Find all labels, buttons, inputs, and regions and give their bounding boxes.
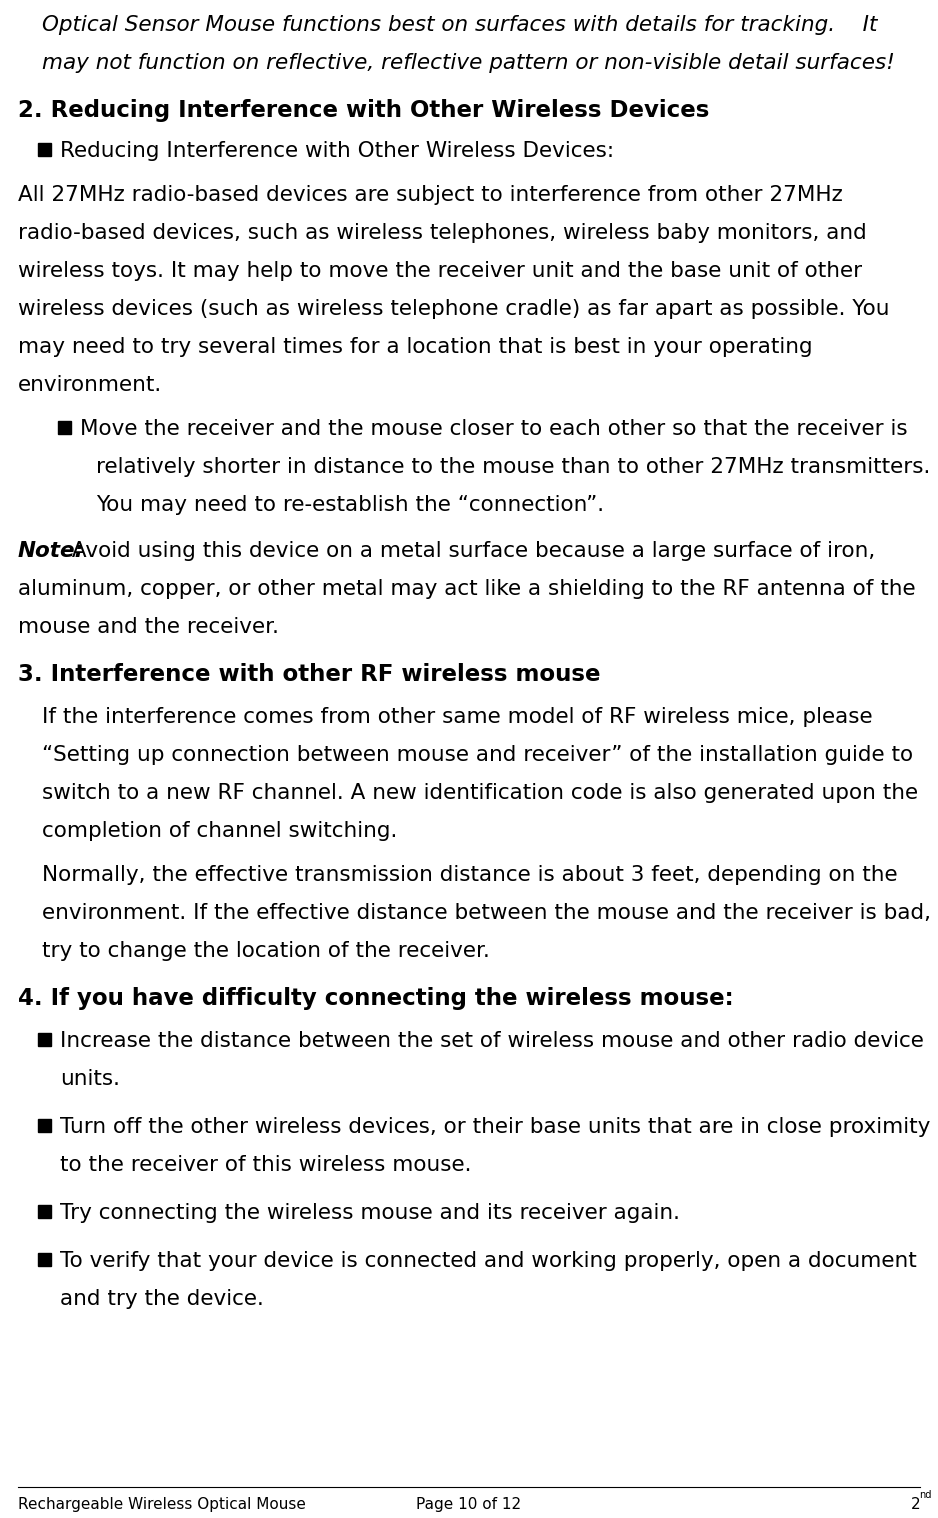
Text: completion of channel switching.: completion of channel switching. xyxy=(42,821,398,841)
Text: If the interference comes from other same model of RF wireless mice, please: If the interference comes from other sam… xyxy=(42,707,872,727)
Text: nd: nd xyxy=(919,1491,931,1500)
Text: switch to a new RF channel. A new identification code is also generated upon the: switch to a new RF channel. A new identi… xyxy=(42,783,918,803)
Text: 2: 2 xyxy=(911,1497,920,1512)
Text: You may need to re-establish the “connection”.: You may need to re-establish the “connec… xyxy=(96,495,604,515)
Text: Reducing Interference with Other Wireless Devices:: Reducing Interference with Other Wireles… xyxy=(60,141,614,161)
Text: environment.: environment. xyxy=(18,375,162,395)
Text: wireless toys. It may help to move the receiver unit and the base unit of other: wireless toys. It may help to move the r… xyxy=(18,261,862,281)
Bar xyxy=(38,1034,51,1046)
Text: mouse and the receiver.: mouse and the receiver. xyxy=(18,616,279,638)
Text: Optical Sensor Mouse functions best on surfaces with details for tracking.    It: Optical Sensor Mouse functions best on s… xyxy=(42,15,877,35)
Text: try to change the location of the receiver.: try to change the location of the receiv… xyxy=(42,941,490,961)
Text: to the receiver of this wireless mouse.: to the receiver of this wireless mouse. xyxy=(60,1155,472,1175)
Text: To verify that your device is connected and working properly, open a document: To verify that your device is connected … xyxy=(60,1251,916,1271)
Text: “Setting up connection between mouse and receiver” of the installation guide to: “Setting up connection between mouse and… xyxy=(42,745,913,765)
Text: Move the receiver and the mouse closer to each other so that the receiver is: Move the receiver and the mouse closer t… xyxy=(80,419,908,439)
Text: and try the device.: and try the device. xyxy=(60,1289,264,1309)
Text: may need to try several times for a location that is best in your operating: may need to try several times for a loca… xyxy=(18,337,812,357)
Bar xyxy=(38,1119,51,1132)
Text: radio-based devices, such as wireless telephones, wireless baby monitors, and: radio-based devices, such as wireless te… xyxy=(18,223,867,243)
Text: Avoid using this device on a metal surface because a large surface of iron,: Avoid using this device on a metal surfa… xyxy=(65,540,875,562)
Text: wireless devices (such as wireless telephone cradle) as far apart as possible. Y: wireless devices (such as wireless telep… xyxy=(18,299,889,319)
Text: Increase the distance between the set of wireless mouse and other radio device: Increase the distance between the set of… xyxy=(60,1031,924,1050)
Text: All 27MHz radio-based devices are subject to interference from other 27MHz: All 27MHz radio-based devices are subjec… xyxy=(18,185,842,205)
Bar xyxy=(38,143,51,156)
Text: Rechargeable Wireless Optical Mouse: Rechargeable Wireless Optical Mouse xyxy=(18,1497,306,1512)
Text: environment. If the effective distance between the mouse and the receiver is bad: environment. If the effective distance b… xyxy=(42,903,931,923)
Text: relatively shorter in distance to the mouse than to other 27MHz transmitters.: relatively shorter in distance to the mo… xyxy=(96,457,930,477)
Text: Normally, the effective transmission distance is about 3 feet, depending on the: Normally, the effective transmission dis… xyxy=(42,865,898,885)
Bar xyxy=(38,1205,51,1217)
Text: Try connecting the wireless mouse and its receiver again.: Try connecting the wireless mouse and it… xyxy=(60,1202,680,1224)
Bar xyxy=(38,1252,51,1266)
Text: may not function on reflective, reflective pattern or non-visible detail surface: may not function on reflective, reflecti… xyxy=(42,53,895,73)
Bar xyxy=(58,420,71,434)
Text: units.: units. xyxy=(60,1069,120,1088)
Text: Turn off the other wireless devices, or their base units that are in close proxi: Turn off the other wireless devices, or … xyxy=(60,1117,930,1137)
Text: Page 10 of 12: Page 10 of 12 xyxy=(416,1497,522,1512)
Text: 4. If you have difficulty connecting the wireless mouse:: 4. If you have difficulty connecting the… xyxy=(18,987,734,1009)
Text: aluminum, copper, or other metal may act like a shielding to the RF antenna of t: aluminum, copper, or other metal may act… xyxy=(18,578,915,600)
Text: Note:: Note: xyxy=(18,540,84,562)
Text: 3. Interference with other RF wireless mouse: 3. Interference with other RF wireless m… xyxy=(18,663,600,686)
Text: 2. Reducing Interference with Other Wireless Devices: 2. Reducing Interference with Other Wire… xyxy=(18,99,709,121)
